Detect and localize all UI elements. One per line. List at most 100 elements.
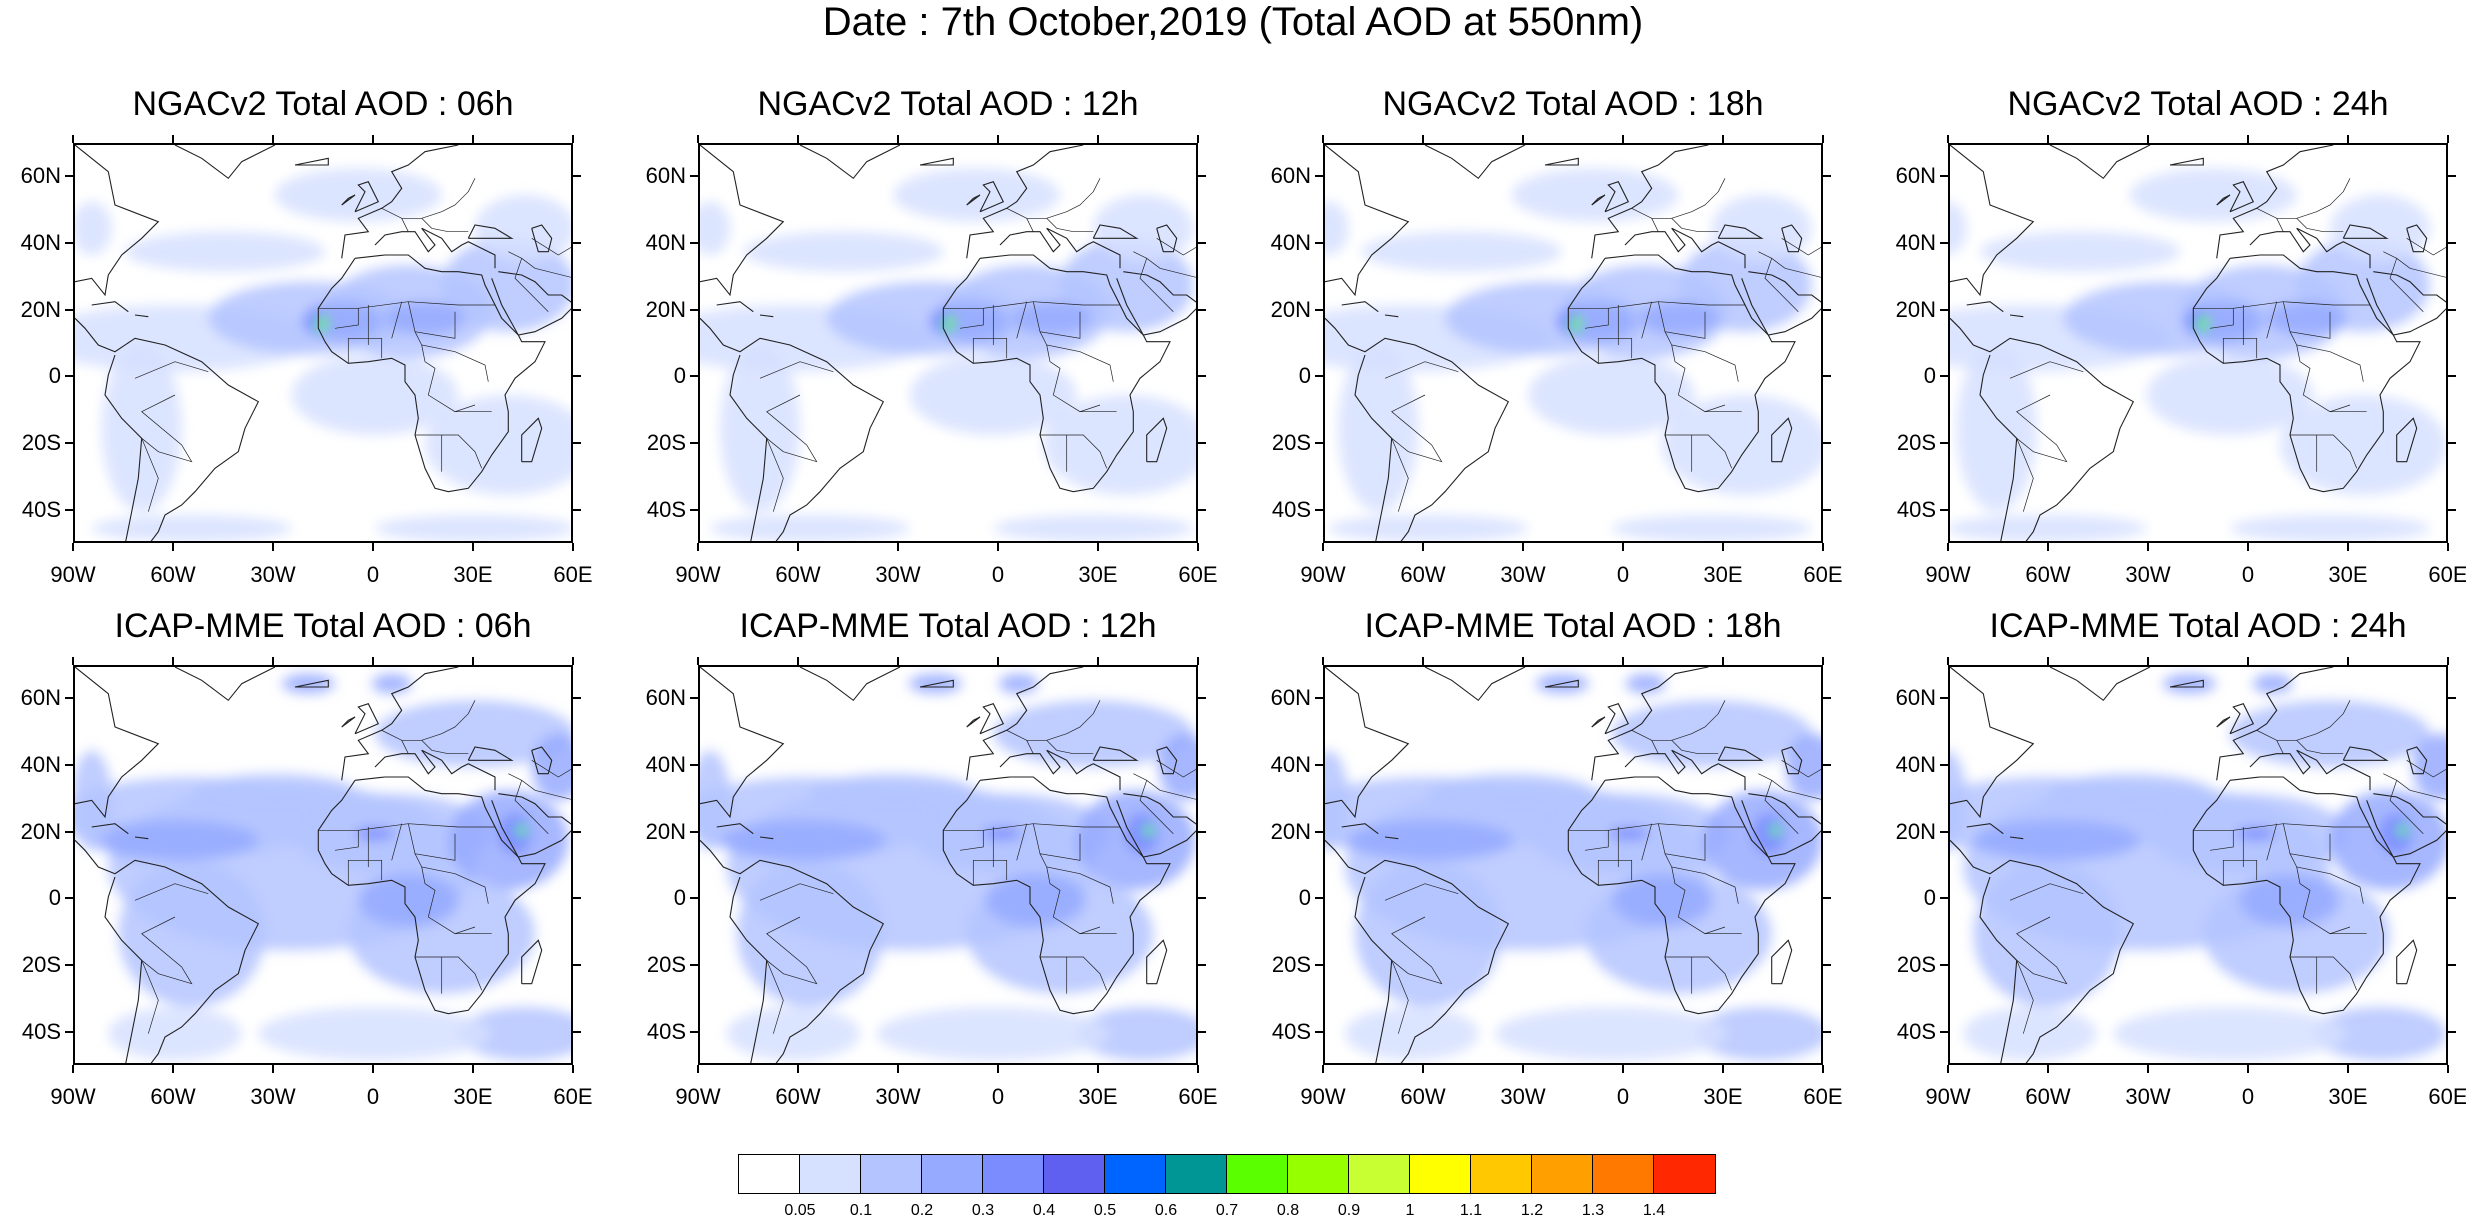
aod-plume bbox=[1770, 825, 1781, 836]
lon-tick bbox=[997, 1065, 999, 1073]
aod-plume bbox=[2236, 827, 2276, 841]
lat-label: 40N bbox=[20, 230, 61, 255]
lat-tick bbox=[65, 964, 73, 966]
lat-tick bbox=[1315, 375, 1323, 378]
country-border bbox=[983, 823, 1120, 831]
lon-label: 0 bbox=[991, 1084, 1005, 1109]
lat-label: 0 bbox=[48, 363, 61, 389]
aod-plume bbox=[258, 1007, 492, 1061]
lon-tick bbox=[1422, 657, 1424, 665]
lon-tick bbox=[72, 135, 74, 143]
aod-field bbox=[75, 673, 571, 1061]
lat-tick bbox=[1823, 175, 1831, 178]
lon-tick bbox=[2347, 543, 2349, 551]
lat-label: 40N bbox=[1270, 230, 1311, 255]
coastline bbox=[2169, 679, 2204, 688]
aod-plume bbox=[1695, 1007, 1821, 1061]
country-border bbox=[1608, 301, 1745, 309]
coastline bbox=[979, 181, 1005, 213]
lat-tick bbox=[573, 964, 581, 966]
lat-label: 60N bbox=[645, 163, 686, 189]
coastline bbox=[1604, 703, 1630, 735]
lat-tick bbox=[2448, 764, 2456, 766]
lon-tick bbox=[1722, 657, 1724, 665]
country-border bbox=[943, 829, 984, 851]
colorbar-swatch bbox=[1044, 1155, 1105, 1193]
lat-tick bbox=[1315, 764, 1323, 766]
aod-plume bbox=[101, 345, 182, 512]
lat-label: 40S bbox=[646, 1018, 686, 1044]
lon-tick bbox=[897, 543, 899, 551]
coastline bbox=[1950, 667, 2035, 819]
country-border bbox=[1665, 956, 1733, 991]
country-border bbox=[1657, 301, 1706, 339]
lon-tick bbox=[2247, 1065, 2249, 1073]
aod-plume bbox=[191, 773, 359, 814]
lon-label: 60E bbox=[1178, 562, 1218, 587]
coastline bbox=[75, 145, 160, 297]
lon-label: 90W bbox=[50, 1084, 96, 1109]
map-panel-ngac-18: NGACv2 Total AOD : 18h 60N 40N 20N 0 20S 40S 90… bbox=[1271, 85, 1843, 587]
coastline bbox=[1116, 793, 1196, 858]
aod-plume bbox=[1355, 860, 1502, 1007]
aod-plume bbox=[2330, 195, 2430, 262]
map-panel-icap-06: ICAP-MME Total AOD : 06h 60N 40N 20N 0 20S 40S… bbox=[21, 607, 593, 1109]
lon-tick bbox=[1622, 657, 1624, 665]
aod-plume bbox=[1325, 750, 1349, 851]
colorbar-label: 1.1 bbox=[1459, 1202, 1483, 1219]
country-border bbox=[1039, 853, 1114, 904]
lon-label: 0 bbox=[1616, 562, 1630, 587]
lon-tick bbox=[1197, 135, 1199, 143]
lat-label: 0 bbox=[1923, 363, 1936, 389]
coastline bbox=[1325, 667, 1410, 819]
lat-label: 40N bbox=[1895, 752, 1936, 777]
aod-plume bbox=[375, 700, 571, 767]
lat-tick bbox=[1823, 308, 1831, 311]
country-border bbox=[407, 823, 456, 861]
aod-plume bbox=[1611, 515, 1812, 541]
lon-tick bbox=[2247, 543, 2249, 551]
aod-plume bbox=[993, 515, 1194, 541]
coastline bbox=[799, 145, 901, 180]
aod-plume bbox=[375, 515, 571, 541]
colorbar-label: 1.2 bbox=[1520, 1202, 1544, 1219]
lon-tick bbox=[572, 657, 574, 665]
colorbar-label: 0.7 bbox=[1215, 1202, 1239, 1219]
country-border bbox=[2389, 780, 2424, 834]
aod-plume bbox=[700, 201, 730, 255]
aod-field bbox=[1325, 168, 1821, 541]
coastline bbox=[341, 145, 459, 259]
aod-plume bbox=[1076, 1007, 1196, 1061]
colorbar-swatch bbox=[1105, 1155, 1166, 1193]
lon-label: 0 bbox=[991, 562, 1005, 587]
lon-tick bbox=[2347, 135, 2349, 143]
lat-tick bbox=[1823, 964, 1831, 966]
lon-tick bbox=[1822, 1065, 1824, 1073]
aod-plume bbox=[1043, 395, 1196, 495]
country-border bbox=[391, 301, 403, 339]
country-border bbox=[1040, 956, 1108, 991]
lat-tick bbox=[65, 175, 73, 178]
map-plot-area bbox=[73, 665, 573, 1065]
panel-title: ICAP-MME Total AOD : 24h bbox=[1989, 607, 2407, 645]
lon-tick bbox=[697, 135, 699, 143]
lon-tick bbox=[1322, 1065, 1324, 1073]
coastline bbox=[354, 703, 380, 735]
lat-tick bbox=[65, 897, 73, 900]
lon-tick bbox=[2147, 1065, 2149, 1073]
colorbar-swatch bbox=[800, 1155, 861, 1193]
country-border bbox=[1156, 760, 1196, 778]
country-border bbox=[1664, 853, 1739, 904]
lon-tick bbox=[797, 543, 799, 551]
lon-label: 60W bbox=[150, 1084, 196, 1109]
lat-tick bbox=[573, 242, 581, 244]
lat-tick bbox=[1823, 897, 1831, 900]
aod-plume bbox=[321, 315, 329, 322]
coastline bbox=[1156, 746, 1178, 775]
coastline bbox=[1424, 145, 1526, 180]
lon-tick bbox=[1947, 135, 1949, 143]
country-border bbox=[421, 740, 469, 755]
country-border bbox=[1671, 218, 1719, 233]
country-border bbox=[2383, 251, 2446, 278]
lon-tick bbox=[472, 135, 474, 143]
